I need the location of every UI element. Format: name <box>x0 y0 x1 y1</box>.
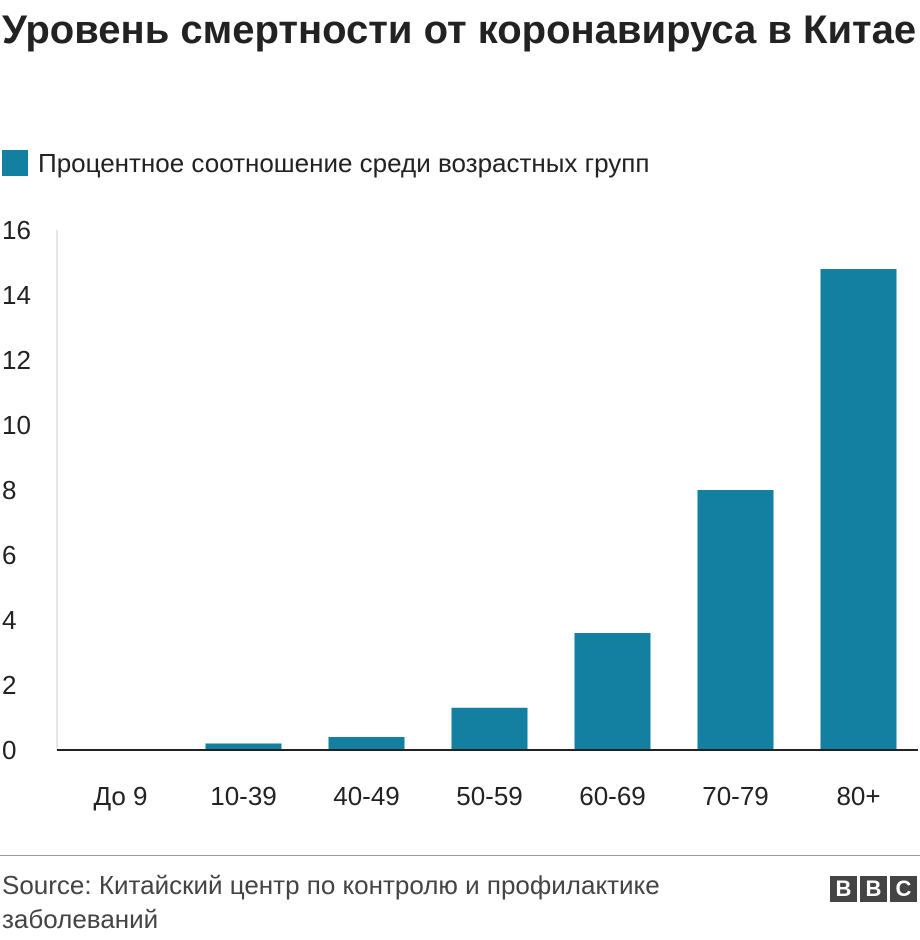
bar <box>205 743 282 750</box>
legend: Процентное соотношение среди возрастных … <box>2 148 649 178</box>
y-tick-label: 4 <box>2 605 16 635</box>
y-tick-label: 12 <box>2 345 31 375</box>
x-tick-label: 70-79 <box>702 781 769 811</box>
chart-title: Уровень смертности от коронавируса в Кит… <box>2 8 917 52</box>
bbc-logo-letter-2: B <box>860 876 887 902</box>
x-tick-label: До 9 <box>93 781 147 811</box>
source-note: Source: Китайский центр по контролю и пр… <box>2 870 660 934</box>
y-axis: 0 2 4 6 8 10 12 14 16 <box>2 215 58 765</box>
y-tick-label: 14 <box>2 280 31 310</box>
y-tick-label: 2 <box>2 670 16 700</box>
x-tick-label: 80+ <box>836 781 880 811</box>
y-tick-label: 8 <box>2 475 16 505</box>
bbc-logo: B B C <box>830 876 917 902</box>
bar <box>451 707 528 750</box>
bar <box>328 737 405 750</box>
x-axis: До 9 10-39 40-49 50-59 60-69 70-79 80+ <box>57 749 918 811</box>
x-tick-label: 50-59 <box>456 781 523 811</box>
bbc-logo-letter-3: C <box>890 876 917 902</box>
x-tick-label: 40-49 <box>333 781 400 811</box>
bar <box>574 633 651 750</box>
footer-divider <box>0 855 920 856</box>
bars <box>205 269 897 750</box>
x-tick-label: 10-39 <box>210 781 277 811</box>
x-tick-label: 60-69 <box>579 781 646 811</box>
bar <box>820 269 897 750</box>
legend-label: Процентное соотношение среди возрастных … <box>38 147 650 178</box>
bbc-logo-letter-1: B <box>830 876 857 902</box>
bar <box>697 490 774 750</box>
y-tick-label: 16 <box>2 215 31 245</box>
y-tick-label: 6 <box>2 540 16 570</box>
y-tick-label: 10 <box>2 410 31 440</box>
y-tick-label: 0 <box>2 735 16 765</box>
legend-swatch <box>2 150 28 176</box>
